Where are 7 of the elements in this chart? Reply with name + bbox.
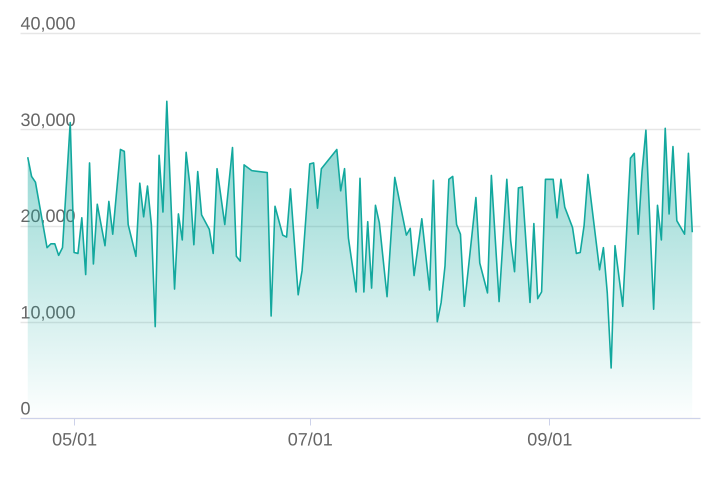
y-tick-label: 10,000 — [20, 302, 76, 322]
x-tick-label: 05/01 — [52, 430, 98, 450]
x-tick-label: 09/01 — [527, 430, 572, 450]
y-tick-label: 30,000 — [20, 110, 76, 130]
y-tick-label: 40,000 — [20, 14, 76, 34]
x-tick-label: 07/01 — [288, 430, 333, 450]
y-tick-label: 0 — [20, 398, 31, 418]
